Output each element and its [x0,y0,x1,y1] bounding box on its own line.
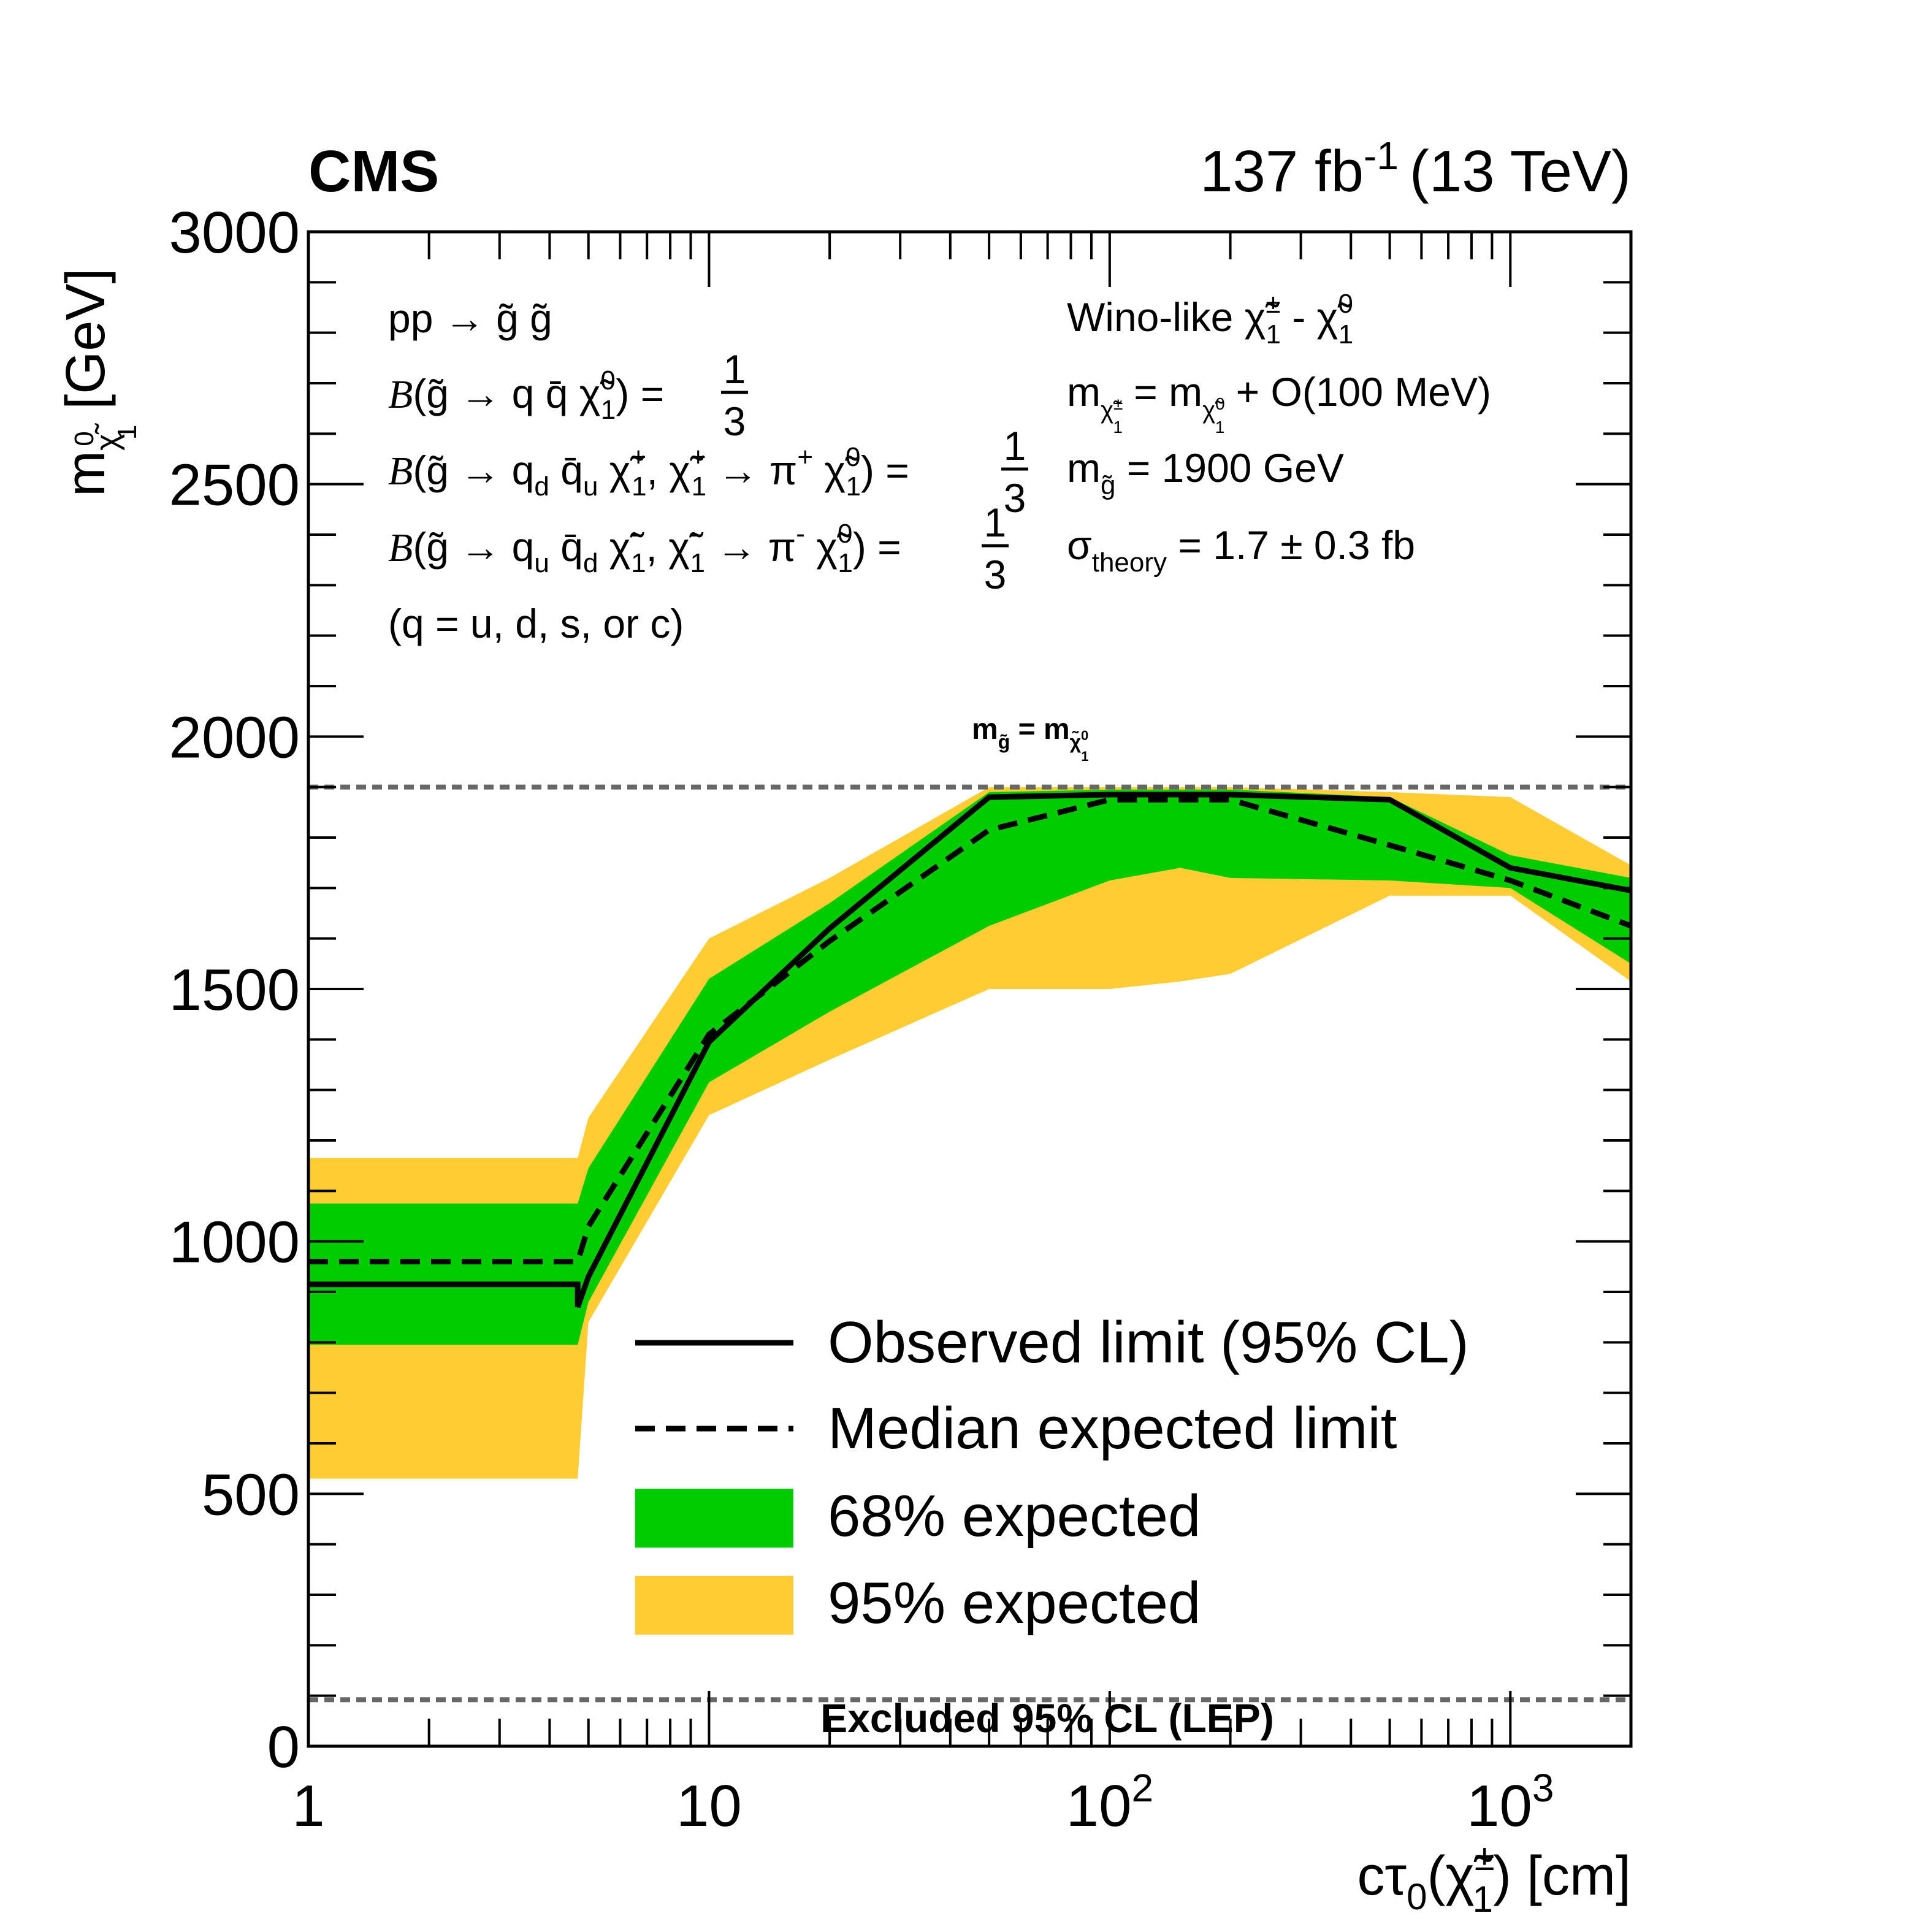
quark-flavors-line: (q = u, d, s, or c) [388,601,684,646]
process-line: pp → g̃ g̃ [388,296,552,341]
branching-line-1: B(g̃ → q q̄ χ̃0 1) = [388,365,664,425]
legend-95-label: 95% expected [828,1570,1201,1636]
fraction-3-den: 3 [984,552,1007,597]
y-tick-label: 2500 [169,452,300,518]
x-tick-label: 103 [1467,1766,1554,1839]
x-axis-title: cτ0(χ̃± 1) [cm] [1357,1837,1631,1920]
branching-line-3: B(g̃ → qu q̄d χ̃-1, χ̃-1 → π- χ̃0 1) = [388,519,901,578]
lumi-energy-label: 137 fb-1 (13 TeV) [1200,134,1631,204]
experiment-label: CMS [308,139,439,204]
mass-degenerate-label: mg̃ = mχ̃0 1 [972,713,1089,764]
expected-limit-line [308,796,1632,1265]
x-tick-labels: 1 10 102 103 [292,1766,1554,1839]
fraction-2-den: 3 [1004,475,1026,521]
process-annotations: pp → g̃ g̃ B(g̃ → q q̄ χ̃0 1) = 1 3 B(g̃ … [388,296,1028,646]
fraction-1-den: 3 [724,399,746,444]
legend-expected-label: Median expected limit [828,1396,1397,1461]
legend-observed-label: Observed limit (95% CL) [828,1310,1469,1375]
mass-splitting-line: mχ̃± 1 = mχ̃0 1 + O(100 MeV) [1067,369,1491,437]
y-tick-label: 3000 [169,200,300,265]
y-axis-title: mχ̃0 1 [GeV] [55,269,142,497]
legend-68-label: 68% expected [828,1483,1201,1549]
y-tick-label: 2000 [169,704,300,770]
x-tick-label: 102 [1066,1766,1153,1839]
legend-95-swatch [635,1576,793,1635]
branching-line-2: B(g̃ → qd q̄u χ̃+ 1, χ̃+ 1 → π+ χ̃0 1) = [388,442,909,502]
y-tick-labels: 0 500 1000 1500 2000 2500 3000 [169,200,300,1780]
model-annotations: Wino-like χ̃± 1 - χ̃0 1 mχ̃± 1 = mχ̃0 1 + O(… [1067,289,1491,578]
fraction-2-num: 1 [1004,423,1026,468]
gluino-mass-line: mg̃ = 1900 GeV [1067,445,1344,500]
y-tick-label: 0 [267,1714,300,1780]
legend: Observed limit (95% CL) Median expected … [635,1310,1469,1636]
fraction-3-num: 1 [984,500,1007,545]
x-tick-label: 1 [292,1773,324,1839]
y-axis-ticks [308,231,1631,1747]
y-tick-label: 1500 [169,957,300,1023]
x-tick-label: 10 [676,1773,742,1839]
fraction-1-num: 1 [724,346,746,392]
expected-bands [308,787,1631,1479]
lep-exclusion-label: Excluded 95% CL (LEP) [820,1695,1274,1741]
cross-section-line: σtheory = 1.7 ± 0.3 fb [1067,522,1415,578]
wino-line: Wino-like χ̃± 1 - χ̃0 1 [1067,289,1353,349]
band-68-expected [308,789,1631,1345]
observed-limit-line [308,792,1632,1308]
legend-68-swatch [635,1489,793,1548]
y-tick-label: 500 [202,1462,300,1527]
x-axis-ticks [307,232,1632,1746]
y-tick-label: 1000 [169,1210,300,1275]
